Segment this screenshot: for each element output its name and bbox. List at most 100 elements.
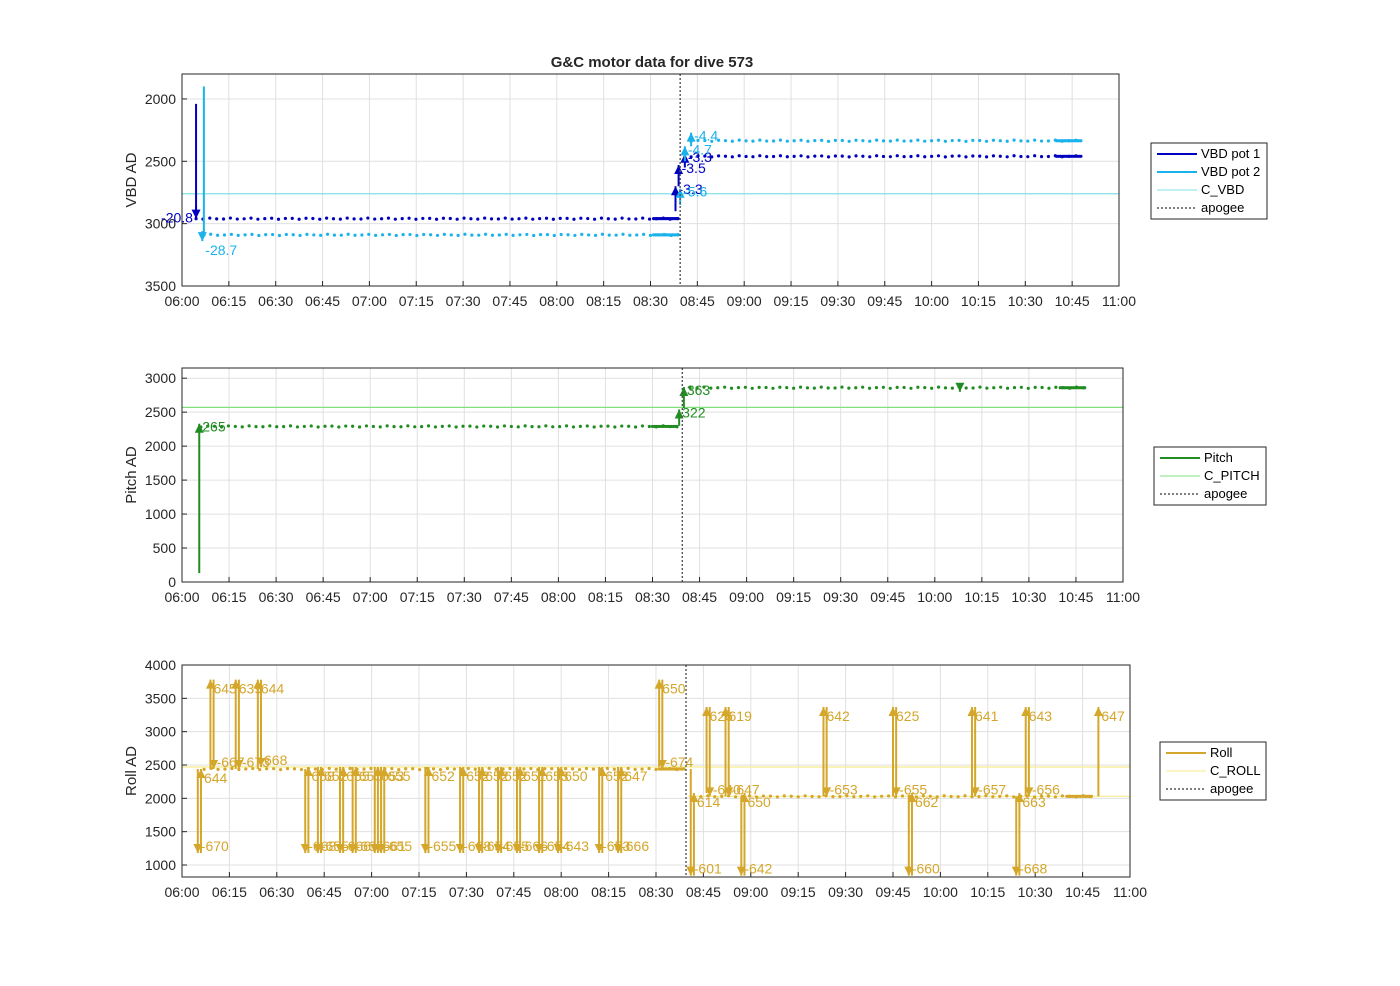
data-point: [445, 766, 450, 771]
y-tick-label: 1500: [145, 824, 176, 840]
data-point: [250, 232, 254, 237]
data-point: [290, 216, 294, 220]
data-point: [873, 795, 877, 799]
data-point: [936, 138, 941, 142]
arrow-head: [191, 209, 201, 219]
data-point: [923, 139, 927, 143]
arrow-head: [955, 382, 965, 392]
data-point: [1005, 139, 1009, 143]
arrow-head: [739, 793, 749, 802]
data-point: [785, 139, 789, 143]
data-point: [316, 425, 320, 429]
data-point: [249, 216, 253, 220]
data-point: [573, 233, 577, 238]
legend-entry: C_PITCH: [1204, 468, 1260, 483]
data-point: [566, 233, 570, 237]
data-point: [998, 794, 1002, 798]
x-tick-label: 07:30: [446, 293, 481, 309]
arrow-head: [316, 767, 326, 776]
x-tick-label: 07:15: [401, 884, 436, 900]
data-point: [633, 425, 638, 429]
data-point: [607, 233, 611, 237]
axes-frame: [181, 367, 1124, 583]
data-point: [621, 232, 625, 236]
data-label: 662: [915, 794, 939, 810]
data-point: [339, 233, 343, 237]
data-point: [538, 216, 542, 221]
data-point: [1083, 386, 1087, 390]
data-point: [866, 794, 870, 798]
data-point: [229, 232, 233, 236]
y-tick-label: 1500: [145, 472, 176, 488]
x-tick-label: 06:15: [211, 293, 246, 309]
data-point: [230, 766, 234, 771]
data-point: [847, 139, 851, 143]
data-point: [854, 138, 858, 142]
data-point: [219, 425, 224, 429]
data-point: [305, 232, 309, 236]
data-point: [1046, 154, 1051, 159]
data-point: [426, 424, 431, 428]
data-point: [268, 424, 272, 428]
data-point: [796, 795, 800, 799]
data-point: [641, 216, 645, 220]
data-label: -4.4: [694, 128, 718, 144]
data-point: [950, 138, 954, 143]
data-point: [345, 216, 349, 220]
data-point: [353, 233, 357, 237]
data-point: [337, 425, 341, 429]
data-point: [998, 139, 1002, 143]
data-point: [221, 217, 226, 221]
arrow-head: [674, 409, 684, 419]
data-point: [359, 217, 363, 221]
data-point: [1033, 154, 1037, 158]
data-point: [1060, 794, 1064, 798]
data-point: [964, 155, 968, 159]
arrow-head: [234, 760, 244, 769]
arrow-head: [1093, 707, 1103, 716]
data-point: [710, 139, 714, 143]
data-point: [447, 424, 451, 428]
data-point: [525, 232, 529, 237]
data-point: [352, 217, 356, 221]
y-tick-label: 2000: [145, 790, 176, 806]
data-point: [1005, 386, 1010, 390]
x-tick-label: 11:00: [1102, 293, 1136, 309]
data-point: [431, 767, 436, 771]
x-tick-label: 09:00: [733, 884, 768, 900]
legend-entry: apogee: [1201, 200, 1244, 215]
x-tick-label: 06:45: [306, 589, 341, 605]
x-tick-label: 10:45: [1058, 589, 1093, 605]
arrow-head: [670, 186, 680, 196]
data-point: [1079, 139, 1083, 143]
data-point: [369, 766, 373, 771]
data-point: [826, 139, 831, 143]
x-tick-label: 08:30: [633, 293, 668, 309]
data-point: [380, 233, 385, 237]
x-tick-label: 09:45: [875, 884, 910, 900]
data-point: [564, 424, 569, 428]
data-point: [503, 216, 507, 220]
data-point: [854, 154, 858, 158]
data-point: [1012, 795, 1016, 799]
legend-entry: VBD pot 2: [1201, 164, 1260, 179]
data-point: [222, 233, 227, 237]
data-point: [930, 139, 934, 143]
y-tick-label: 2000: [145, 91, 176, 107]
data-label: -660: [912, 861, 940, 877]
data-point: [462, 216, 466, 220]
data-point: [386, 216, 391, 220]
data-point: [709, 386, 713, 390]
data-point: [387, 232, 391, 237]
data-point: [803, 794, 807, 798]
data-point: [881, 385, 885, 389]
data-point: [654, 767, 658, 772]
data-point: [344, 424, 348, 428]
arrow-head: [515, 767, 525, 776]
data-point: [875, 154, 879, 158]
data-point: [334, 767, 338, 771]
data-point: [367, 232, 371, 236]
legend-box: [1150, 142, 1268, 220]
legend-entry: apogee: [1204, 486, 1247, 501]
data-label: 642: [826, 708, 850, 724]
